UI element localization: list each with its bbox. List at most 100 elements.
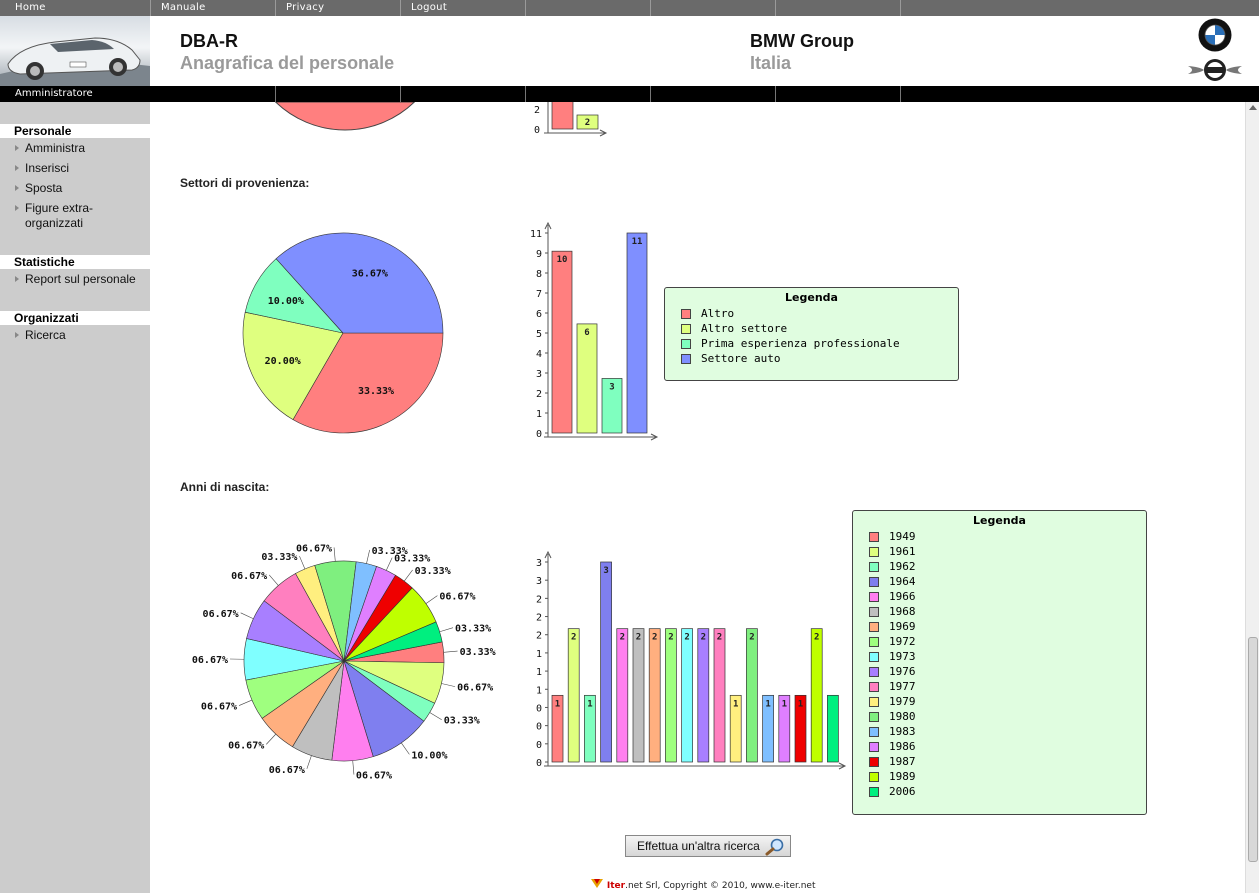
legend-label: 1972 [889,635,916,648]
pie-slice [275,232,444,334]
y-axis-arrow [544,550,552,559]
iter-logo-icon [591,879,603,888]
y-tick-label: 11 [530,229,542,240]
legend-label: 1973 [889,650,916,663]
nav-logout[interactable]: Logout [400,0,525,16]
nav-empty-4 [900,0,1259,16]
bar [810,628,823,763]
bar [576,323,598,434]
legend-label: 2006 [889,785,916,798]
sidebar-item-ricerca[interactable]: Ricerca [14,328,148,343]
legend-title: Legenda [785,291,838,304]
anni-legend: Legenda 1949 1961 1962 1964 1966 1968 1969 1972… [852,510,1147,815]
pie-leader-line [401,742,410,755]
pie-label: 03.33% [460,647,496,658]
bar-value-label: 3 [609,382,614,392]
y-tick-label: 8 [536,269,542,280]
sidebar: Personale Amministra Inserisci Sposta Fi… [0,102,150,893]
chevron-right-icon [15,205,19,211]
pie-leader-line [439,627,454,633]
legend-label: 1987 [889,755,916,768]
pie-label: 03.33% [372,546,408,557]
settori-legend: Legenda Altro Altro settore Prima esperien… [664,287,959,381]
bar [794,694,807,763]
y-tick-label: 0 [536,740,542,751]
vertical-scrollbar[interactable] [1245,102,1259,893]
legend-swatch [681,309,691,319]
pie-label: 36.67% [352,269,388,280]
sidebar-item-figure-extra-organizzati[interactable]: Figure extra- organizzati [14,201,148,231]
pie-label: 03.33% [444,716,480,727]
bar-value-label: 11 [632,237,643,247]
nav-privacy[interactable]: Privacy [275,0,400,16]
y-tick-label: 3 [536,369,542,380]
nav-empty-3 [775,0,900,16]
anni-bar-chart: 0 0 0 0 1 1 1 2 2 2 3 3 1 2 1 3 2 2 2 2 2 2 2 1 2 1 1 1 2 [536,550,847,770]
bar [665,628,677,763]
legend-label: Altro settore [701,322,788,335]
pie-slice [292,332,444,434]
bar-value-label: 1 [782,699,787,709]
legend-swatch [869,622,879,632]
legend-swatch [869,772,879,782]
chevron-right-icon [15,145,19,151]
bar-value-label: 2 [684,633,689,643]
pie-label: 10.00% [268,296,304,307]
legend-swatch [869,532,879,542]
legend-swatch [869,607,879,617]
bar-value-label: 2 [636,633,641,643]
sidebar-section-personale: Personale [0,124,150,138]
nav-manuale[interactable]: Manuale [150,0,275,16]
legend-label: 1977 [889,680,916,693]
pie-leader-line [299,555,306,570]
y-tick-label: 2 [536,631,542,642]
y-tick-label: 2 [536,594,542,605]
legend-label: 1983 [889,725,916,738]
header-bar [150,86,1259,102]
sidebar-section-statistiche: Statistiche [0,255,150,269]
user-role: Amministratore [0,86,150,102]
legend-label: Prima esperienza professionale [701,337,900,350]
partial-pie-chart [274,102,416,131]
legend-label: Altro [701,307,735,320]
bar-value-label: 2 [814,633,819,643]
pie-label: 06.67% [231,571,267,582]
chevron-right-icon [15,165,19,171]
legend-swatch [869,577,879,587]
legend-label: 1949 [889,530,916,543]
x-axis-arrow [599,129,608,137]
bar [713,628,726,763]
pie-label: 06.67% [356,771,392,780]
pie-leader-line [385,557,393,571]
y-tick-label: 4 [536,349,542,360]
bar-value-label: 2 [749,633,754,643]
pie-slice [274,102,416,131]
legend-label: 1979 [889,695,916,708]
scroll-thumb[interactable] [1248,637,1258,862]
sidebar-item-amministra[interactable]: Amministra [14,141,148,156]
legend-label: 1969 [889,620,916,633]
bar-value-label: 1 [555,699,560,709]
sidebar-item-report[interactable]: Report sul personale [14,272,148,287]
y-tick-label: 0 [536,703,542,714]
y-tick-label: 2 [536,389,542,400]
legend-label: 1989 [889,770,916,783]
sidebar-section-organizzati: Organizzati [0,311,150,325]
sidebar-item-sposta[interactable]: Sposta [14,181,148,196]
sidebar-item-inserisci[interactable]: Inserisci [14,161,148,176]
pie-label: 03.33% [415,566,451,577]
nav-home[interactable]: Home [15,2,46,13]
pie-label: 33.33% [358,386,394,397]
y-tick-label: 5 [536,329,542,340]
scroll-up-arrow-icon[interactable] [1249,105,1257,110]
mini-logo [1188,59,1242,81]
legend-label: 1962 [889,560,916,573]
pie-leader-line [268,574,279,586]
bar [632,628,645,763]
legend-swatch [681,324,691,334]
pie-leader-line [333,547,336,562]
bar-value-label: 1 [798,699,803,709]
legend-swatch [869,547,879,557]
y-tick-label: 0 [536,758,542,769]
new-search-button[interactable]: Effettua un'altra ricerca [625,835,791,857]
